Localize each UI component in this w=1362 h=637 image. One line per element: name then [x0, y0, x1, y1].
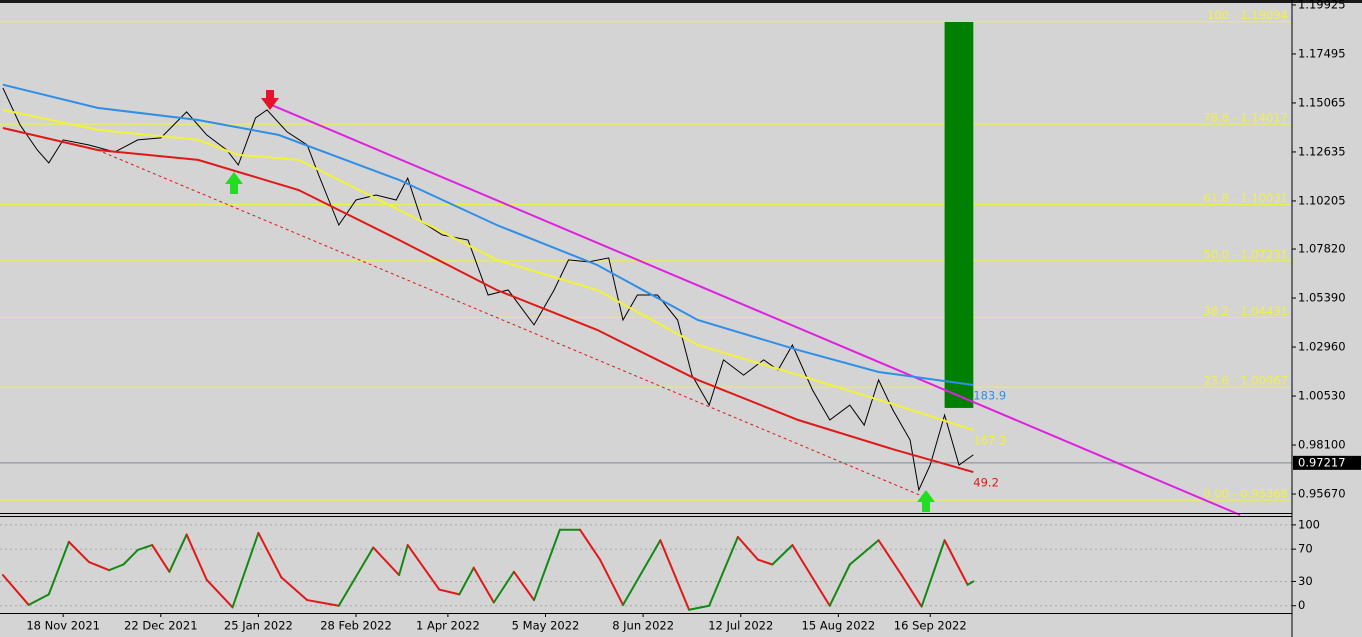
oscillator-panel: 100 70 30 0 18 Nov 2021 22 Dec 2021 25 Jan 202…: [0, 517, 1320, 633]
osc-segment: [900, 574, 923, 608]
y-tick-label: 1.15065: [1298, 95, 1346, 109]
osc-segment: [828, 563, 851, 607]
top-bar: [0, 0, 1362, 3]
osc-segment: [372, 546, 401, 577]
osc-segment: [406, 544, 441, 591]
x-tick-label: 28 Feb 2022: [320, 619, 392, 633]
fib-label: 50.0 - 1.07231: [1203, 247, 1288, 261]
osc-segment: [771, 544, 794, 566]
overlay: [225, 90, 935, 512]
osc-segment: [659, 539, 691, 611]
sell-arrow: [261, 90, 279, 110]
ma-label: 49.2: [973, 476, 999, 490]
y-tick-label: 1.10205: [1298, 193, 1346, 207]
y-tick-label: 1.19925: [1298, 0, 1346, 11]
osc-tick-label: 70: [1298, 542, 1313, 556]
x-tick-label: 18 Nov 2021: [26, 619, 100, 633]
osc-segment: [920, 539, 946, 608]
osc-segment: [943, 539, 969, 586]
fib-label: 100 - 1.19094: [1207, 8, 1288, 22]
price-panel: 100 - 1.19094 78.6 - 1.14017 61.8 - 1.1003…: [0, 0, 1361, 516]
y-tick-label: 1.02960: [1298, 340, 1346, 354]
fib-label: 23.6 - 1.00967: [1203, 374, 1288, 388]
osc-segment: [168, 533, 188, 573]
osc-segment: [512, 570, 536, 602]
osc-segment: [122, 548, 139, 566]
osc-segment: [472, 566, 495, 604]
osc-segment: [231, 531, 260, 609]
buy-arrow: [917, 490, 935, 512]
osc-segment: [533, 528, 561, 602]
osc-segment: [337, 546, 375, 607]
osc-segment: [877, 539, 903, 577]
x-tick-label: 25 Jan 2022: [224, 619, 293, 633]
osc-tick-label: 0: [1298, 598, 1305, 612]
osc-segment: [791, 544, 831, 607]
osc-segment: [136, 544, 154, 551]
osc-segment: [688, 604, 711, 611]
osc-segment: [438, 588, 461, 596]
osc-segment: [848, 539, 880, 566]
fib-label: 38.2 - 1.04431: [1203, 304, 1288, 318]
x-tick-label: 16 Sep 2022: [894, 619, 967, 633]
buy-arrow: [225, 172, 243, 194]
trend-line: [266, 102, 1241, 516]
moving-average: [2, 108, 974, 432]
current-price-box: [1293, 455, 1361, 470]
osc-segment: [88, 561, 111, 572]
osc-segment: [47, 540, 70, 596]
osc-segment: [1, 574, 30, 606]
x-tick-label: 12 Jul 2022: [708, 619, 773, 633]
moving-average: [2, 83, 974, 386]
x-tick-label: 22 Dec 2021: [124, 619, 197, 633]
fib-label: 78.6 - 1.14017: [1203, 111, 1288, 125]
osc-segment: [578, 528, 602, 561]
osc-segment: [599, 558, 625, 606]
y-tick-label: 1.05390: [1298, 291, 1346, 305]
y-tick-label: 0.98100: [1298, 438, 1346, 452]
y-tick-label: 1.17495: [1298, 46, 1346, 60]
fib-label: 61.8 - 1.10031: [1203, 191, 1288, 205]
current-price-label: 0.97217: [1298, 455, 1346, 469]
osc-segment: [257, 531, 283, 579]
x-tick-label: 5 May 2022: [512, 619, 580, 633]
moving-average: [2, 127, 974, 474]
osc-segment: [108, 563, 125, 572]
osc-tick-label: 100: [1298, 517, 1320, 531]
fib-label: 0.00 - 0.95368: [1203, 487, 1288, 501]
osc-segment: [27, 593, 50, 606]
osc-segment: [736, 536, 759, 561]
target-box: [944, 21, 974, 408]
x-tick-label: 8 Jun 2022: [612, 619, 674, 633]
osc-segment: [280, 576, 309, 602]
osc-segment: [458, 566, 475, 596]
osc-segment: [492, 570, 515, 604]
osc-segment: [185, 533, 208, 581]
ma-label: 167.3: [973, 434, 1006, 448]
x-tick-label: 15 Aug 2022: [802, 619, 876, 633]
osc-segment: [756, 558, 774, 566]
y-tick-label: 1.12635: [1298, 144, 1346, 158]
osc-segment: [306, 599, 340, 607]
y-tick-label: 1.07820: [1298, 242, 1346, 256]
y-tick-label: 0.95670: [1298, 487, 1346, 501]
osc-segment: [708, 536, 739, 607]
x-tick-label: 1 Apr 2022: [416, 619, 480, 633]
osc-segment: [398, 544, 409, 577]
osc-segment: [966, 580, 975, 586]
osc-segment: [67, 540, 91, 564]
osc-segment: [151, 544, 171, 573]
osc-segment: [205, 578, 234, 609]
osc-segment: [622, 539, 662, 606]
ma-label: 183.9: [973, 388, 1006, 402]
y-tick-label: 1.00530: [1298, 389, 1346, 403]
price-line: [2, 87, 974, 492]
osc-tick-label: 30: [1298, 574, 1313, 588]
